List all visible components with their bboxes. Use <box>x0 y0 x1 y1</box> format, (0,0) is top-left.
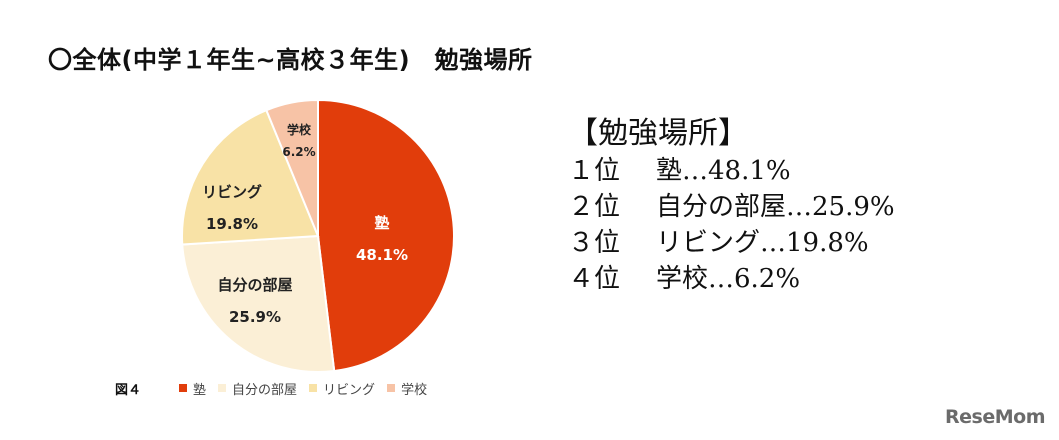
pie-value-juku: 48.1% <box>356 246 408 264</box>
rank-number: １位 <box>568 156 621 186</box>
legend-swatch-own-room <box>218 384 227 392</box>
legend-swatch-living <box>309 384 318 392</box>
legend-item-school: 学校 <box>387 379 427 398</box>
ranking-row: １位 塾…48.1% <box>568 153 895 189</box>
legend-label-own-room: 自分の部屋 <box>232 382 298 398</box>
pie-value-own-room: 25.9% <box>229 308 281 326</box>
rank-text: 塾…48.1% <box>656 156 791 186</box>
figure-label: 図４ <box>115 382 142 398</box>
rank-number: ３位 <box>568 228 621 258</box>
ranking-row: ２位 自分の部屋…25.9% <box>568 189 895 225</box>
chart-title: 〇全体(中学１年生~高校３年生) 勉強場所 <box>48 46 533 74</box>
pie-slice-living <box>181 108 320 246</box>
pie-label-school: 学校 <box>287 122 312 137</box>
legend: 図４ 塾 自分の部屋 リビング 学校 <box>115 378 439 398</box>
rank-number: ４位 <box>568 264 621 294</box>
pie-value-living: 19.8% <box>206 215 258 233</box>
legend-swatch-school <box>387 384 396 392</box>
ranking-row: ３位 リビング…19.8% <box>568 225 895 261</box>
pie-slice-school <box>265 98 319 237</box>
legend-label-living: リビング <box>323 382 376 398</box>
pie-label-juku: 塾 <box>374 214 389 232</box>
legend-label-school: 学校 <box>401 382 428 398</box>
legend-item-own-room: 自分の部屋 <box>218 379 297 398</box>
resemom-logo: ReseMom <box>945 406 1045 428</box>
ranking-summary: 【勉強場所】 １位 塾…48.1% ２位 自分の部屋…25.9% ３位 リビング… <box>568 115 895 297</box>
legend-item-juku: 塾 <box>179 379 206 398</box>
legend-swatch-juku <box>179 384 188 392</box>
rank-text: リビング…19.8% <box>656 228 869 258</box>
ranking-heading: 【勉強場所】 <box>568 116 748 151</box>
pie-value-school: 6.2% <box>282 145 315 159</box>
rank-number: ２位 <box>568 192 621 222</box>
rank-text: 学校…6.2% <box>656 264 801 294</box>
pie-label-own-room: 自分の部屋 <box>217 276 292 294</box>
pie-label-living: リビング <box>202 183 262 201</box>
pie-slice-own-room <box>181 234 336 373</box>
rank-text: 自分の部屋…25.9% <box>656 192 895 222</box>
pie-slice-juku <box>317 98 455 373</box>
legend-item-living: リビング <box>309 379 375 398</box>
ranking-row: ４位 学校…6.2% <box>568 261 895 297</box>
legend-label-juku: 塾 <box>193 382 207 398</box>
